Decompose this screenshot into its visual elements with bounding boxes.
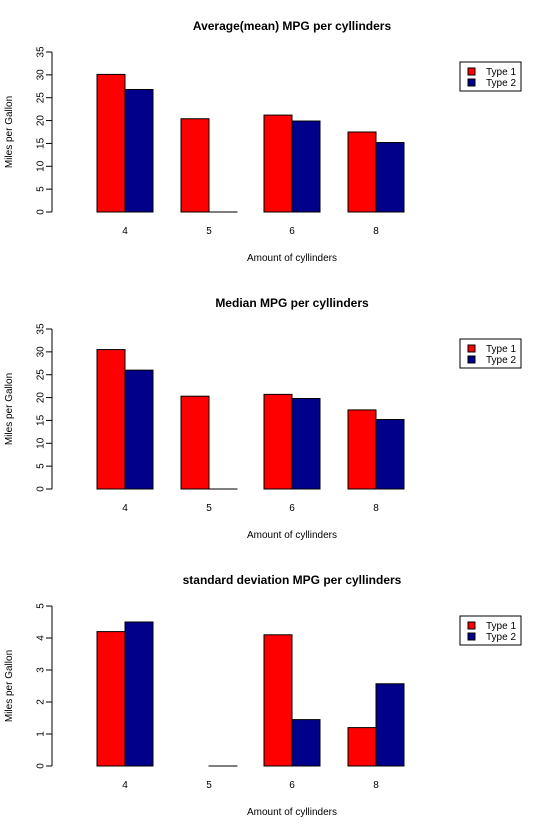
bar-type-1-5 bbox=[181, 119, 209, 212]
y-axis-label: Miles per Gallon bbox=[4, 650, 15, 722]
bar-type-1-6 bbox=[264, 394, 292, 489]
legend-label-1: Type 1 bbox=[486, 67, 516, 78]
x-axis-label: Amount of cyllinders bbox=[247, 253, 337, 264]
x-axis-label: Amount of cyllinders bbox=[247, 807, 337, 818]
chart-title: Average(mean) MPG per cyllinders bbox=[193, 19, 392, 33]
bar-type-1-8 bbox=[348, 728, 376, 766]
x-axis-label: Amount of cyllinders bbox=[247, 530, 337, 541]
y-tick-label: 35 bbox=[36, 323, 47, 335]
legend-label-1: Type 1 bbox=[486, 621, 516, 632]
y-tick-label: 4 bbox=[36, 635, 47, 641]
legend-swatch-2 bbox=[468, 356, 475, 363]
x-tick-label: 8 bbox=[373, 503, 379, 514]
y-tick-label: 0 bbox=[36, 209, 47, 215]
y-tick-label: 25 bbox=[36, 92, 47, 104]
y-tick-label: 30 bbox=[36, 346, 47, 358]
y-tick-label: 2 bbox=[36, 699, 47, 705]
y-axis-label: Miles per Gallon bbox=[4, 373, 15, 445]
chart-panel-2: Median MPG per cyllinders Miles per Gallo… bbox=[4, 296, 521, 541]
bar-type-1-4 bbox=[97, 74, 125, 212]
x-tick-label: 5 bbox=[206, 780, 212, 791]
x-tick-label: 6 bbox=[289, 780, 295, 791]
chart-panel-1: Average(mean) MPG per cyllinders Miles pe… bbox=[4, 19, 521, 264]
x-tick-label: 6 bbox=[289, 226, 295, 237]
chart-panel-3: standard deviation MPG per cyllinders Mil… bbox=[4, 573, 521, 818]
bar-type-2-4 bbox=[125, 370, 153, 489]
bar-type-1-4 bbox=[97, 350, 125, 489]
y-tick-label: 20 bbox=[36, 115, 47, 127]
x-tick-label: 5 bbox=[206, 226, 212, 237]
legend-label-1: Type 1 bbox=[486, 344, 516, 355]
bar-type-2-8 bbox=[376, 420, 404, 489]
bar-type-2-8 bbox=[376, 143, 404, 212]
y-axis-label: Miles per Gallon bbox=[4, 96, 15, 168]
y-tick-label: 30 bbox=[36, 69, 47, 81]
y-tick-label: 25 bbox=[36, 369, 47, 381]
chart-title: Median MPG per cyllinders bbox=[215, 296, 369, 310]
bar-type-1-6 bbox=[264, 115, 292, 212]
y-tick-label: 10 bbox=[36, 437, 47, 449]
bar-type-1-4 bbox=[97, 632, 125, 766]
legend-label-2: Type 2 bbox=[486, 78, 516, 89]
y-tick-label: 5 bbox=[36, 603, 47, 609]
legend-swatch-1 bbox=[468, 345, 475, 352]
x-tick-label: 4 bbox=[122, 503, 128, 514]
x-tick-label: 8 bbox=[373, 780, 379, 791]
legend-swatch-1 bbox=[468, 68, 475, 75]
x-tick-label: 8 bbox=[373, 226, 379, 237]
legend-label-2: Type 2 bbox=[486, 355, 516, 366]
x-tick-label: 5 bbox=[206, 503, 212, 514]
x-tick-label: 4 bbox=[122, 780, 128, 791]
y-tick-label: 35 bbox=[36, 46, 47, 58]
bar-type-2-4 bbox=[125, 622, 153, 766]
x-tick-label: 6 bbox=[289, 503, 295, 514]
bar-type-1-8 bbox=[348, 410, 376, 489]
y-tick-label: 20 bbox=[36, 392, 47, 404]
y-tick-label: 15 bbox=[36, 414, 47, 426]
y-tick-label: 5 bbox=[36, 463, 47, 469]
bar-type-1-8 bbox=[348, 132, 376, 212]
y-tick-label: 15 bbox=[36, 137, 47, 149]
bar-type-2-6 bbox=[292, 398, 320, 489]
legend-label-2: Type 2 bbox=[486, 632, 516, 643]
y-tick-label: 3 bbox=[36, 667, 47, 673]
y-tick-label: 10 bbox=[36, 160, 47, 172]
bar-type-2-4 bbox=[125, 89, 153, 212]
y-tick-label: 1 bbox=[36, 731, 47, 737]
y-tick-label: 0 bbox=[36, 763, 47, 769]
legend-swatch-2 bbox=[468, 79, 475, 86]
bar-type-1-6 bbox=[264, 635, 292, 766]
legend-swatch-1 bbox=[468, 622, 475, 629]
legend-swatch-2 bbox=[468, 633, 475, 640]
bar-type-1-5 bbox=[181, 396, 209, 489]
bar-type-2-8 bbox=[376, 684, 404, 766]
bar-type-2-6 bbox=[292, 121, 320, 212]
y-tick-label: 0 bbox=[36, 486, 47, 492]
x-tick-label: 4 bbox=[122, 226, 128, 237]
chart-title: standard deviation MPG per cyllinders bbox=[183, 573, 402, 587]
y-tick-label: 5 bbox=[36, 186, 47, 192]
bar-type-2-6 bbox=[292, 720, 320, 766]
